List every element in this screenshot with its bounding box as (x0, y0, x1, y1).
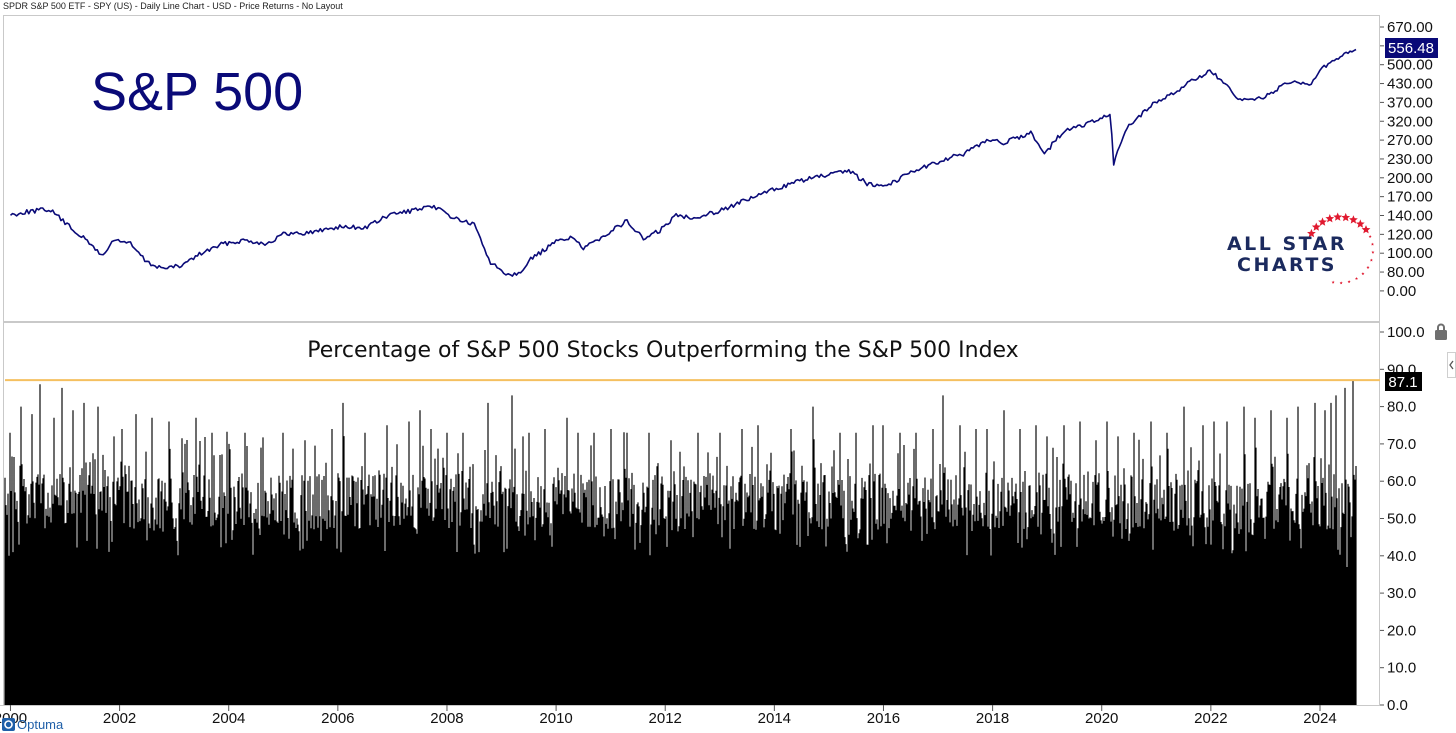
price-y-tick-label: 370.00 (1387, 94, 1433, 111)
breadth-y-tick-label: 10.0 (1387, 660, 1416, 677)
price-y-tick-label: 500.00 (1387, 57, 1433, 74)
price-chart-title: S&P 500 (91, 62, 303, 122)
breadth-y-tick-label: 20.0 (1387, 622, 1416, 639)
all-star-charts-logo: ALL STAR CHARTS (1227, 212, 1375, 285)
price-y-tick-label: 170.00 (1387, 189, 1433, 206)
breadth-y-tick-label: 50.0 (1387, 511, 1416, 528)
x-tick-label: 2006 (321, 710, 354, 727)
price-last-value-badge: 556.48 (1385, 38, 1438, 58)
breadth-y-tick-label: 0.0 (1387, 697, 1408, 714)
optuma-brand-text: Optuma (17, 717, 64, 732)
chart-header-subtitle: SPDR S&P 500 ETF - SPY (US) - Daily Line… (3, 1, 343, 11)
price-last-value-text: 556.48 (1388, 40, 1434, 57)
logo-line1: ALL STAR (1227, 233, 1347, 255)
star-icon (1361, 225, 1371, 234)
price-y-tick-label: 0.00 (1387, 283, 1416, 300)
lock-icon[interactable] (1433, 323, 1449, 341)
price-y-tick-label: 270.00 (1387, 132, 1433, 149)
breadth-y-tick-label: 60.0 (1387, 473, 1416, 490)
x-tick-label: 2008 (430, 710, 463, 727)
breadth-chart-title: Percentage of S&P 500 Stocks Outperformi… (307, 338, 1018, 363)
breadth-bars (4, 380, 1357, 705)
star-icon (1354, 276, 1359, 280)
breadth-last-value-text: 87.1 (1388, 374, 1417, 391)
star-icon-arc (1307, 212, 1375, 285)
breadth-bar-series (4, 380, 1357, 705)
x-axis: 2000200220042006200820102012201420162018… (0, 705, 1337, 727)
x-tick-label: 2004 (212, 710, 245, 727)
star-icon (1325, 214, 1335, 223)
star-icon (1339, 281, 1343, 285)
star-icon (1370, 242, 1375, 246)
logo-line2: CHARTS (1237, 254, 1337, 276)
x-tick-label: 2016 (867, 710, 900, 727)
star-icon (1366, 265, 1370, 269)
price-line (9, 48, 1357, 277)
star-icon (1307, 228, 1316, 238)
optuma-logo-icon: Optuma (2, 717, 64, 732)
star-icon (1349, 215, 1358, 224)
breadth-y-tick-label: 70.0 (1387, 436, 1416, 453)
price-y-tick-label: 140.00 (1387, 208, 1433, 225)
breadth-last-value-badge: 87.1 (1385, 372, 1422, 391)
star-icon (1361, 272, 1365, 276)
star-icon (1369, 258, 1373, 262)
star-icon (1355, 219, 1365, 228)
price-y-axis: 670.00570.00500.00430.00370.00320.00270.… (1380, 19, 1433, 300)
breadth-y-tick-label: 80.0 (1387, 399, 1416, 416)
breadth-y-tick-label: 40.0 (1387, 548, 1416, 565)
star-icon (1347, 280, 1351, 284)
star-icon (1368, 234, 1372, 238)
breadth-y-tick-label: 30.0 (1387, 585, 1416, 602)
x-tick-label: 2018 (976, 710, 1009, 727)
chevron-icon[interactable] (1447, 352, 1456, 378)
x-tick-label: 2014 (758, 710, 791, 727)
x-tick-label: 2024 (1303, 710, 1336, 727)
star-icon (1311, 222, 1321, 231)
star-icon (1318, 217, 1327, 226)
x-tick-label: 2012 (649, 710, 682, 727)
price-y-tick-label: 320.00 (1387, 113, 1433, 130)
x-tick-label: 2002 (103, 710, 136, 727)
star-icon (1333, 212, 1343, 221)
price-y-tick-label: 430.00 (1387, 76, 1433, 93)
price-y-tick-label: 670.00 (1387, 19, 1433, 36)
x-tick-label: 2010 (539, 710, 572, 727)
price-y-tick-label: 80.00 (1387, 264, 1425, 281)
star-icon (1331, 280, 1335, 284)
x-tick-label: 2022 (1194, 710, 1227, 727)
price-y-tick-label: 200.00 (1387, 170, 1433, 187)
price-panel-frame (3, 15, 1380, 322)
price-y-tick-label: 230.00 (1387, 151, 1433, 168)
price-y-tick-label: 100.00 (1387, 245, 1433, 262)
breadth-y-tick-label: 100.0 (1387, 324, 1425, 341)
price-y-tick-label: 120.00 (1387, 226, 1433, 243)
star-icon (1341, 212, 1351, 222)
star-icon (1371, 250, 1375, 254)
x-tick-label: 2020 (1085, 710, 1118, 727)
breadth-y-axis: 100.090.080.070.060.050.040.030.020.010.… (1380, 324, 1425, 714)
